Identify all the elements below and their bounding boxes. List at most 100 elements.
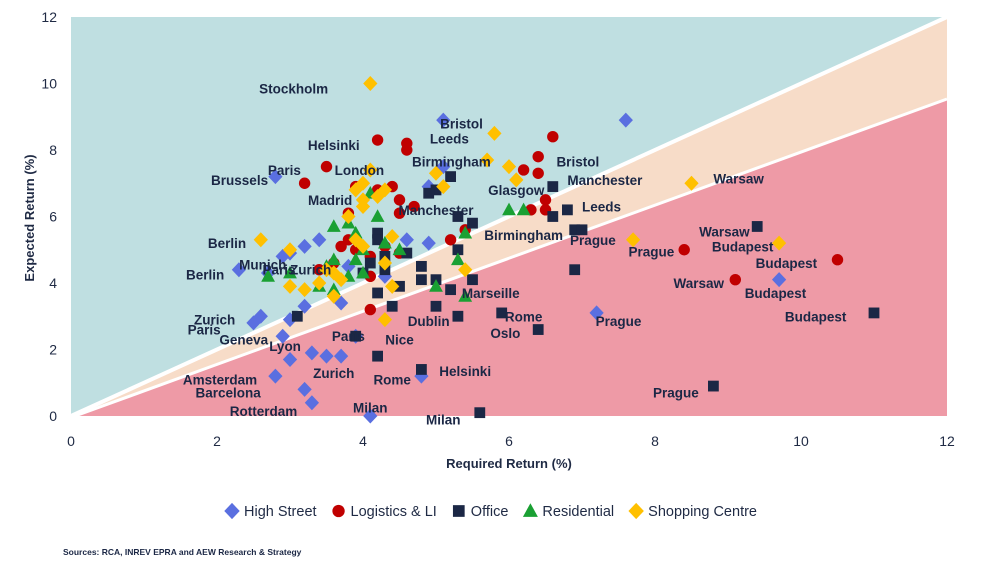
city-label: Warsaw: [699, 224, 750, 239]
logistics-li-point: [401, 144, 413, 156]
office-point: [467, 217, 478, 229]
city-label: Milan: [426, 412, 461, 427]
city-label: Stockholm: [259, 81, 328, 96]
legend-marker: [522, 503, 538, 517]
legend-item-office: Office: [452, 504, 508, 520]
high-street-point: [312, 232, 327, 248]
high-street-point: [363, 408, 378, 424]
shopping-centre-point: [385, 228, 400, 244]
y-tick-label: 0: [49, 408, 57, 424]
city-label: Prague: [570, 233, 616, 248]
office-point: [751, 221, 763, 232]
shopping-centre-point: [625, 232, 641, 248]
office-point: [496, 307, 508, 319]
x-axis-title: Required Return (%): [446, 456, 572, 471]
office-point: [547, 181, 559, 192]
office-point: [532, 324, 544, 335]
source-note: Sources: RCA, INREV EPRA and AEW Researc…: [63, 547, 302, 557]
shopping-centre-point: [333, 272, 349, 288]
city-label: Rotterdam: [230, 404, 298, 419]
city-label: Paris: [263, 263, 296, 278]
city-label: Budapest: [785, 309, 847, 324]
x-tick-label: 4: [359, 433, 367, 449]
shopping-centre-point: [341, 209, 356, 224]
high-street-point: [253, 308, 268, 324]
city-label: Leeds: [430, 131, 469, 146]
shopping-centre-point: [501, 159, 517, 175]
office-point: [430, 184, 442, 196]
office-point: [569, 224, 581, 236]
x-tick-label: 6: [505, 433, 513, 449]
logistics-li-point: [313, 264, 325, 276]
legend: High Street Logistics & LI Office Residenti…: [224, 502, 757, 520]
shopping-centre-point: [282, 242, 298, 258]
city-label: Glasgow: [488, 183, 545, 198]
residential-point: [378, 235, 392, 249]
high-street-point: [297, 298, 312, 314]
legend-marker: [332, 504, 345, 518]
city-label: Dublin: [408, 314, 450, 329]
residential-point: [502, 202, 516, 216]
logistics-li-point: [729, 273, 741, 286]
city-label: Munich: [239, 258, 286, 273]
high-street-point: [399, 232, 414, 248]
office-point: [372, 287, 383, 299]
residential-point: [392, 242, 407, 256]
high-street-point: [436, 112, 451, 128]
y-tick-label: 6: [49, 209, 57, 225]
y-tick-label: 4: [49, 275, 57, 291]
y-tick-label: 8: [49, 142, 57, 158]
logistics-li-point: [539, 194, 552, 206]
legend-marker: [452, 505, 465, 517]
high-street-point: [304, 345, 320, 361]
shopping-centre-point: [487, 125, 502, 141]
return-regions: [70, 15, 948, 418]
residential-point: [283, 265, 297, 279]
axes: 0 2 4 6 8 10 12 0 2 4 6 8 10 12: [41, 9, 955, 449]
high-street-point: [771, 272, 787, 288]
legend-label: Logistics & LI: [351, 504, 437, 520]
logistics-li-point: [298, 177, 311, 189]
office-point: [430, 300, 442, 312]
shopping-centre-point: [436, 179, 451, 195]
high-street-point: [297, 238, 312, 254]
city-label: Prague: [653, 386, 699, 401]
logistics-li-point: [678, 244, 690, 256]
city-label: Marseille: [462, 286, 520, 301]
y-axis-title: Expected Return (%): [22, 154, 37, 281]
high-street-point: [421, 235, 436, 251]
city-label: Birmingham: [412, 155, 491, 170]
city-label: Brussels: [211, 173, 268, 188]
city-label: Zurich: [194, 313, 235, 328]
office-point: [416, 274, 427, 286]
city-label: Leeds: [582, 200, 621, 215]
city-label: Milan: [353, 401, 388, 416]
office-point: [372, 234, 383, 246]
city-label: Nice: [385, 333, 414, 348]
high-street-point: [231, 262, 247, 278]
residential-point: [370, 209, 385, 222]
logistics-li-point: [371, 134, 384, 146]
logistics-li-point: [444, 234, 457, 246]
city-label: Prague: [628, 244, 674, 259]
logistics-li-point: [831, 254, 844, 266]
office-point: [394, 280, 405, 292]
office-point: [350, 330, 362, 342]
shopping-centre-point: [363, 162, 378, 178]
office-point: [364, 257, 376, 269]
city-label: Amsterdam: [183, 372, 257, 387]
city-label: Zurich: [313, 366, 354, 381]
high-street-point: [268, 169, 283, 185]
office-point: [416, 260, 427, 272]
legend-label: Shopping Centre: [648, 504, 757, 520]
logistics-li-point: [393, 194, 406, 206]
city-label: Barcelona: [196, 386, 262, 401]
residential-point: [458, 289, 473, 302]
shopping-centre-point: [363, 76, 378, 91]
city-label: Rome: [373, 372, 411, 387]
office-point: [708, 380, 719, 392]
x-tick-label: 2: [213, 433, 221, 449]
shopping-centre-point: [253, 232, 268, 248]
y-tick-label: 2: [49, 342, 57, 358]
lower-divider-line: [74, 97, 948, 418]
